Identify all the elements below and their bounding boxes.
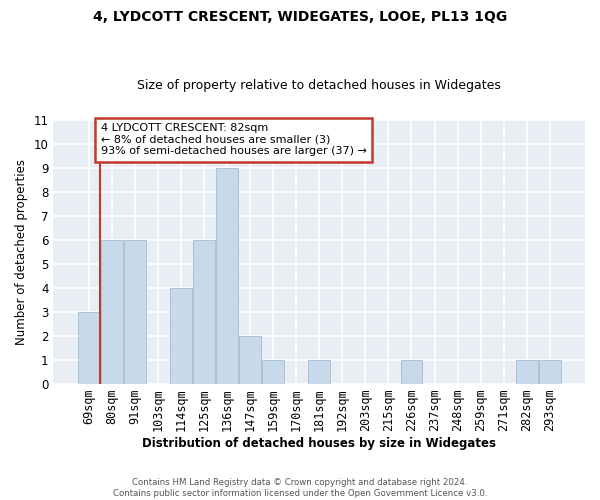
Bar [308,360,330,384]
Bar [193,240,215,384]
Bar [239,336,261,384]
Bar [401,360,422,384]
X-axis label: Distribution of detached houses by size in Widegates: Distribution of detached houses by size … [142,437,496,450]
Bar [170,288,192,384]
Text: 4 LYDCOTT CRESCENT: 82sqm
← 8% of detached houses are smaller (3)
93% of semi-de: 4 LYDCOTT CRESCENT: 82sqm ← 8% of detach… [101,123,367,156]
Y-axis label: Number of detached properties: Number of detached properties [15,158,28,344]
Text: Contains HM Land Registry data © Crown copyright and database right 2024.
Contai: Contains HM Land Registry data © Crown c… [113,478,487,498]
Bar [216,168,238,384]
Title: Size of property relative to detached houses in Widegates: Size of property relative to detached ho… [137,79,501,92]
Text: 4, LYDCOTT CRESCENT, WIDEGATES, LOOE, PL13 1QG: 4, LYDCOTT CRESCENT, WIDEGATES, LOOE, PL… [93,10,507,24]
Bar [124,240,146,384]
Bar [516,360,538,384]
Bar [77,312,100,384]
Bar [101,240,122,384]
Bar [262,360,284,384]
Bar [539,360,561,384]
